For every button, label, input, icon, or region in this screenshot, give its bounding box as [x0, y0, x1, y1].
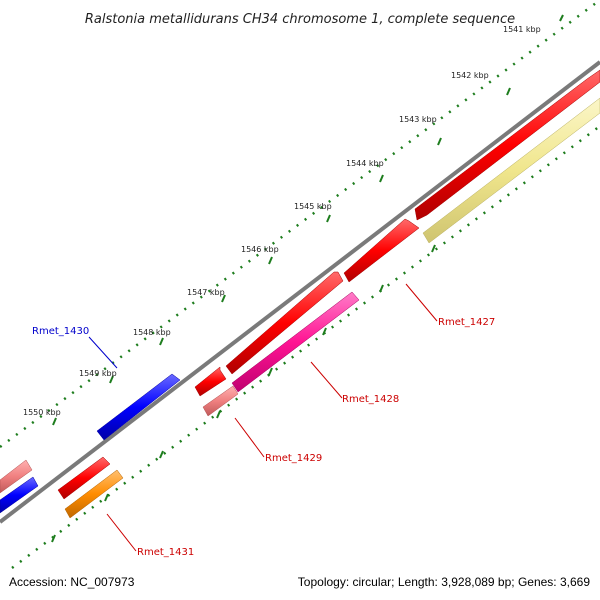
map-title: Ralstonia metallidurans CH34 chromosome …: [85, 12, 515, 27]
inner-ruler-tick-f: [159, 450, 164, 459]
outer-ruler-tick-1544: [379, 174, 384, 183]
inner-ruler-tick-e: [216, 410, 221, 419]
gene-feature-pale-yellow[interactable]: [422, 97, 600, 244]
forward-strand-features: [0, 69, 600, 514]
gene-feature-pink-1428[interactable]: [231, 291, 360, 393]
outer-ruler-tick-1549: [109, 375, 114, 384]
reverse-strand-features: [64, 97, 600, 519]
kbp-label-1546: 1546 kbp: [241, 245, 279, 254]
kbp-label-1545: 1545 kbp: [294, 202, 332, 211]
kbp-label-1544: 1544 kbp: [346, 159, 384, 168]
inner-ruler-dots: [11, 125, 600, 569]
accession-text: Accession: NC_007973: [9, 575, 135, 589]
leader-line-1428: [310, 361, 343, 399]
outer-ruler-dots: [0, 0, 600, 449]
outer-ruler-tick-1541: [559, 14, 564, 22]
gene-feature-blue-1430[interactable]: [96, 373, 181, 441]
inner-ruler-tick-h: [51, 534, 56, 543]
outer-ruler-tick-1545: [326, 214, 331, 223]
kbp-label-1549: 1549 kbp: [79, 369, 117, 378]
gene-feature-red-4[interactable]: [57, 456, 111, 500]
ruler-labels: 1541 kbp 1542 kbp 1543 kbp 1544 kbp 1545…: [23, 25, 541, 417]
outer-ruler-tick-1543: [437, 137, 442, 146]
leader-line-1431: [106, 513, 137, 552]
outer-ruler-tick-1547: [221, 294, 226, 303]
leader-lines: [88, 283, 438, 552]
gene-feature-orange-1431[interactable]: [64, 469, 124, 519]
gene-feature-red-1[interactable]: [343, 218, 420, 283]
gene-label-rmet-1431[interactable]: Rmet_1431: [137, 547, 194, 558]
gene-label-rmet-1427[interactable]: Rmet_1427: [438, 317, 495, 328]
kbp-label-1542: 1542 kbp: [451, 71, 489, 80]
outer-ruler-tick-1546: [268, 256, 273, 265]
gene-label-rmet-1429[interactable]: Rmet_1429: [265, 453, 322, 464]
gene-feature-red-3[interactable]: [194, 366, 227, 397]
kbp-label-1547: 1547 kbp: [187, 288, 225, 297]
kbp-label-1543: 1543 kbp: [399, 115, 437, 124]
outer-ruler: [0, 0, 600, 449]
kbp-label-1550: 1550 kbp: [23, 408, 61, 417]
inner-ruler-tick-a: [431, 244, 436, 253]
gene-feature-lightred-edge[interactable]: [0, 459, 33, 494]
leader-line-1427: [405, 283, 438, 322]
gene-label-rmet-1430[interactable]: Rmet_1430: [32, 326, 89, 337]
kbp-label-1541: 1541 kbp: [503, 25, 541, 34]
kbp-label-1548: 1548 kbp: [133, 328, 171, 337]
topology-text: Topology: circular; Length: 3,928,089 bp…: [298, 575, 591, 589]
outer-ruler-tick-1542: [506, 87, 511, 96]
inner-ruler-tick-g: [104, 493, 109, 502]
gene-label-rmet-1428[interactable]: Rmet_1428: [342, 394, 399, 405]
inner-ruler-tick-c: [322, 327, 327, 336]
leader-line-1429: [234, 417, 265, 458]
gene-feature-red-long[interactable]: [414, 69, 600, 221]
leader-line-1430: [88, 336, 118, 369]
gene-labels: Rmet_1427 Rmet_1428 Rmet_1429 Rmet_1430 …: [32, 317, 495, 558]
outer-ruler-tick-1550: [52, 417, 57, 426]
gene-feature-lightred-1429[interactable]: [202, 385, 239, 417]
inner-ruler: [11, 125, 600, 569]
outer-ruler-tick-1548: [159, 337, 164, 346]
inner-ruler-tick-d: [268, 367, 273, 376]
gene-feature-blue-edge[interactable]: [0, 476, 39, 514]
chromosome-backbone: [0, 60, 600, 524]
gene-feature-red-2[interactable]: [225, 271, 344, 375]
inner-ruler-tick-b: [379, 284, 384, 293]
